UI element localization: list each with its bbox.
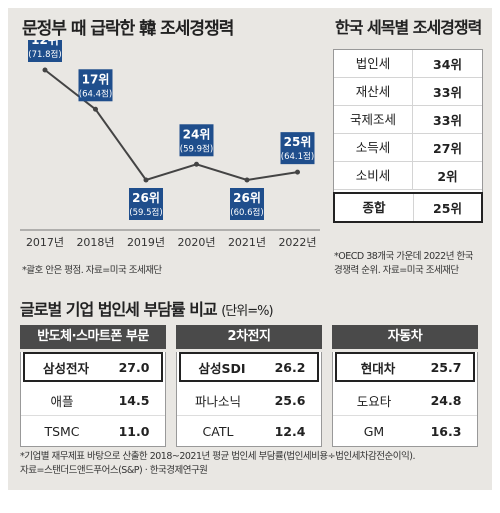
company-row: 애플 14.5 — [21, 385, 165, 416]
rank-row: 재산세 33위 — [334, 78, 482, 106]
rank-table-title: 한국 세목별 조세경쟁력 — [335, 18, 482, 37]
x-tick-label: 2018년 — [76, 236, 114, 249]
company-name: 도요타 — [356, 393, 392, 409]
company-row: 삼성SDI 26.2 — [179, 352, 319, 382]
company-row: GM 16.3 — [333, 416, 477, 446]
company-name: 삼성전자 — [42, 360, 89, 376]
tax-rank: 25위 — [433, 201, 462, 216]
tax-burden-value: 16.3 — [430, 423, 462, 439]
tax-burden-value: 26.2 — [274, 359, 306, 375]
company-name: TSMC — [44, 423, 80, 439]
tax-burden-value: 25.7 — [430, 359, 462, 375]
tax-category: 재산세 — [334, 78, 413, 105]
rank-label: 17위 — [82, 72, 110, 86]
rank-row: 국제조세 33위 — [334, 106, 482, 134]
sector-name: 2차전지 — [176, 325, 322, 349]
company-row: 현대차 25.7 — [335, 352, 475, 382]
company-row: CATL 12.4 — [177, 416, 321, 446]
tax-category: 소비세 — [334, 162, 413, 189]
score-label: (59.5점) — [129, 207, 162, 218]
data-point — [295, 169, 300, 175]
corp-tax-title-text: 글로벌 기업 법인세 부담률 비교 — [20, 300, 218, 319]
score-label: (64.1점) — [281, 151, 314, 162]
rank-row: 법인세 34위 — [334, 50, 482, 78]
rank-row: 소비세 2위 — [334, 162, 482, 190]
x-tick-label: 2019년 — [127, 236, 165, 249]
rank-row: 종합 25위 — [333, 192, 483, 223]
corp-tax-unit: (단위=%) — [221, 304, 273, 319]
x-tick-label: 2020년 — [177, 236, 215, 249]
data-point — [194, 161, 199, 167]
data-point — [93, 106, 98, 112]
company-row: 삼성전자 27.0 — [23, 352, 163, 382]
tax-rank: 34위 — [433, 57, 462, 72]
tax-burden-value: 11.0 — [118, 423, 150, 439]
chart-note: *괄호 안은 평점. 자료=미국 조세재단 — [22, 265, 162, 276]
x-tick-label: 2022년 — [278, 236, 316, 249]
tax-rank-table: 법인세 34위 재산세 33위 국제조세 33위 소득세 27위 소비세 2위 종합 25위 — [333, 49, 483, 223]
rank-label-box — [28, 40, 62, 62]
company-name: 현대차 — [360, 360, 396, 376]
footer-note-1: *기업별 재무제표 바탕으로 산출한 2018~2021년 평균 법인세 부담률… — [20, 451, 415, 462]
chart-title: 문정부 때 급락한 韓 조세경쟁력 — [22, 19, 234, 39]
rank-label-box — [129, 188, 163, 220]
company-name: CATL — [202, 423, 234, 439]
rank-label: 24위 — [183, 127, 211, 141]
rank-line-chart: 12위 (71.8점) 2017년 17위 (64.4점) 2018년 26위 (59.5점)… — [20, 40, 320, 249]
rank-label-box — [230, 188, 264, 220]
rank-label: 26위 — [132, 191, 160, 205]
sector-name: 반도체·스마트폰 부문 — [20, 325, 166, 349]
sector-name: 자동차 — [332, 325, 478, 349]
tax-burden-value: 14.5 — [118, 392, 150, 408]
sector-body: 삼성전자 27.0 애플 14.5 TSMC 11.0 — [20, 352, 166, 447]
tax-rank: 33위 — [433, 85, 462, 100]
tax-category: 법인세 — [334, 50, 413, 77]
tax-category: 종합 — [335, 194, 414, 221]
rank-label-box — [280, 132, 315, 165]
rank-label: 26위 — [233, 191, 261, 205]
corp-tax-title: 글로벌 기업 법인세 부담률 비교 (단위=%) — [20, 296, 274, 320]
series-line — [44, 69, 298, 182]
score-label: (71.8점) — [28, 49, 61, 60]
company-name: GM — [363, 423, 385, 439]
company-name: 삼성SDI — [198, 360, 246, 376]
tax-rank: 2위 — [437, 169, 458, 184]
rank-note-line1: *OECD 38개국 가운데 2022년 한국 — [334, 251, 473, 262]
rank-label: 25위 — [284, 135, 312, 149]
company-name: 애플 — [50, 393, 74, 409]
company-row: 파나소닉 25.6 — [177, 385, 321, 416]
x-tick-label: 2021년 — [228, 236, 266, 249]
tax-burden-value: 24.8 — [430, 392, 462, 408]
company-row: TSMC 11.0 — [21, 416, 165, 446]
rank-row: 소득세 27위 — [334, 134, 482, 162]
tax-rank: 27위 — [433, 141, 462, 156]
score-label: (64.4점) — [79, 88, 112, 99]
tax-category: 국제조세 — [334, 106, 413, 133]
sector-body: 현대차 25.7 도요타 24.8 GM 16.3 — [332, 352, 478, 447]
rank-label-box — [179, 124, 214, 157]
tax-burden-value: 25.6 — [274, 392, 306, 408]
score-label: (59.9점) — [180, 143, 213, 154]
x-tick-label: 2017년 — [26, 236, 64, 249]
tax-burden-value: 27.0 — [118, 359, 150, 375]
rank-label-box — [78, 69, 113, 102]
tax-rank: 33위 — [433, 113, 462, 128]
company-name: 파나소닉 — [194, 393, 241, 409]
data-point — [143, 177, 149, 183]
rank-note-line2: 경쟁력 순위. 자료=미국 조세재단 — [334, 265, 459, 276]
tax-category: 소득세 — [334, 134, 413, 161]
tax-burden-value: 12.4 — [274, 423, 306, 439]
data-point — [244, 177, 250, 183]
score-label: (60.6점) — [230, 207, 263, 218]
data-point — [42, 67, 48, 73]
sector-body: 삼성SDI 26.2 파나소닉 25.6 CATL 12.4 — [176, 352, 322, 447]
footer-note-2: 자료=스탠더드앤드푸어스(S&P) · 한국경제연구원 — [20, 465, 208, 476]
company-row: 도요타 24.8 — [333, 385, 477, 416]
rank-label: 12위 — [31, 40, 59, 47]
